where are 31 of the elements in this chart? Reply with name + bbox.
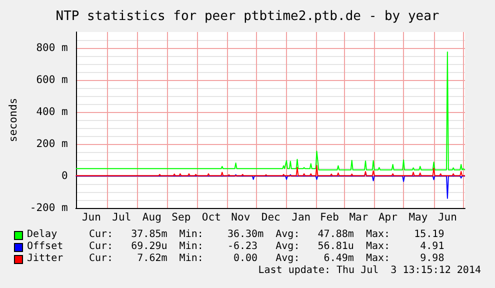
line-series — [75, 172, 466, 199]
x-tick-label: Sep — [172, 212, 191, 224]
y-tick-label: 0 — [62, 170, 68, 182]
y-tick-label: 400 m — [36, 106, 68, 118]
text: Cur: 69.29u Min: -6.23 Avg: 56.81u Max: 4.91 — [89, 241, 444, 252]
y-tick-label: -200 m — [30, 202, 68, 214]
x-tick-label: Jan — [292, 212, 311, 224]
text: Cur: 37.85m Min: 36.30m Avg: 47.88m Max: 15.19 — [89, 229, 444, 240]
legend-label: Offset — [27, 241, 64, 252]
line-series — [75, 52, 466, 170]
x-tick-label: May — [408, 212, 428, 224]
x-tick-label: Jul — [112, 212, 132, 224]
x-tick-label: Mar — [349, 212, 368, 224]
x-tick-label: Aug — [142, 212, 162, 224]
legend-label: Delay — [27, 229, 58, 240]
x-tick-label: Jun — [82, 212, 101, 224]
legend-label: Jitter — [27, 253, 64, 264]
chart-title: NTP statistics for peer ptbtime2.ptb.de - by year — [56, 9, 440, 24]
y-tick-label: 600 m — [36, 74, 68, 86]
text: Cur: 7.62m Min: 0.00 Avg: 6.49m Max: 9.98 — [89, 253, 444, 264]
line-series — [75, 164, 466, 176]
x-tick-label: Nov — [231, 212, 250, 224]
x-tick-label: Jun — [438, 212, 457, 224]
x-tick-label: Oct — [202, 212, 221, 224]
x-tick-label: Feb — [320, 212, 339, 224]
text: Last update: Thu Jul 3 13:15:12 2014 — [258, 265, 481, 276]
y-tick-label: 800 m — [36, 42, 68, 54]
x-tick-label: Dec — [261, 212, 280, 224]
x-tick-label: Apr — [378, 212, 398, 224]
y-axis-title: seconds — [8, 98, 20, 142]
y-tick-label: 200 m — [36, 138, 68, 150]
